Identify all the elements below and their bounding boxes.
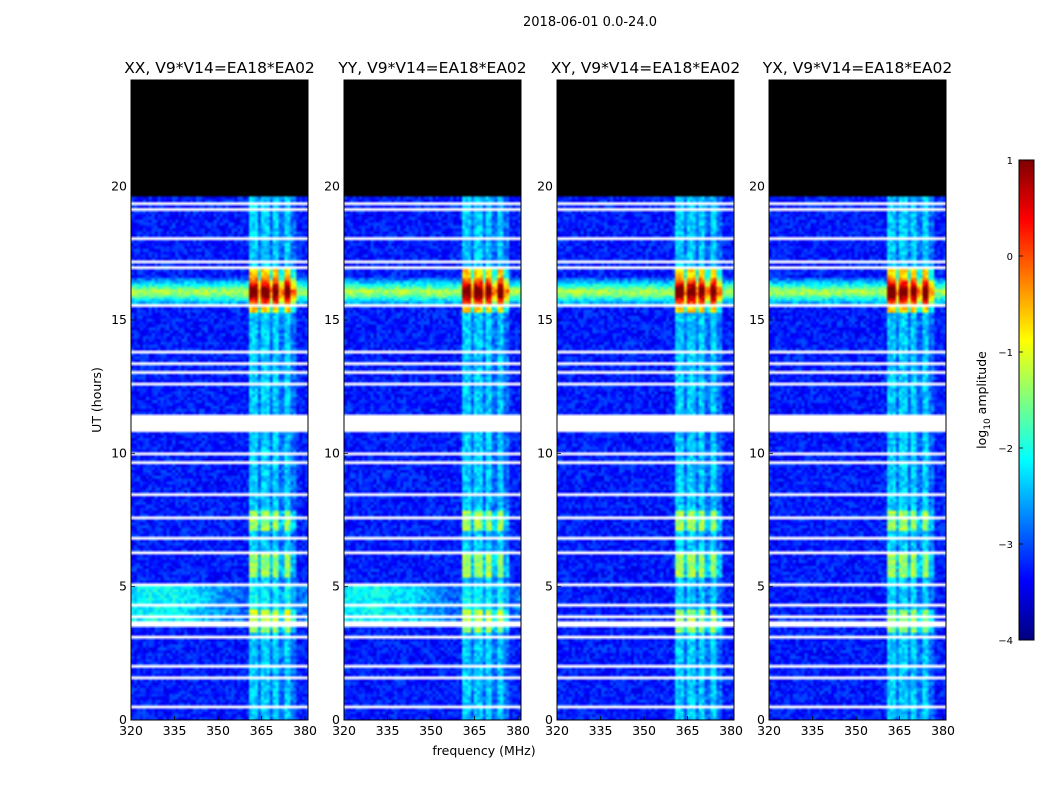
y-tick-label: 5 <box>119 579 127 594</box>
colorbar-label: log10 amplitude <box>974 351 993 449</box>
y-tick-label: 0 <box>757 712 765 727</box>
colorbar-tick-label: 0 <box>1007 252 1013 263</box>
figure-title: 2018-06-01 0.0-24.0 <box>523 15 657 30</box>
y-axis-label: UT (hours) <box>89 367 104 433</box>
x-tick-label: 335 <box>163 723 187 738</box>
x-tick-label: 320 <box>545 723 569 738</box>
x-tick-label: 335 <box>376 723 400 738</box>
x-tick-label: 335 <box>589 723 613 738</box>
y-tick-label: 0 <box>119 712 127 727</box>
y-tick-label: 5 <box>545 579 553 594</box>
spectrogram-image <box>344 80 521 720</box>
x-tick-label: 350 <box>632 723 656 738</box>
y-tick-label: 20 <box>111 179 127 194</box>
colorbar-tick-label: −4 <box>998 636 1013 647</box>
spectrogram-image <box>557 80 734 720</box>
y-tick-label: 15 <box>537 312 553 327</box>
panel-title: YY, V9*V14=EA18*EA02 <box>337 59 526 77</box>
panel-1: XX, V9*V14=EA18*EA02 320 335 350 365 380 0 5 10 1… <box>111 59 317 738</box>
y-tick-label: 0 <box>545 712 553 727</box>
x-tick-label: 380 <box>931 723 955 738</box>
y-tick-label: 10 <box>537 445 553 460</box>
y-tick-label: 10 <box>324 445 340 460</box>
panel-title: YX, V9*V14=EA18*EA02 <box>762 59 952 77</box>
y-tick-label: 5 <box>757 579 765 594</box>
y-tick-label: 10 <box>111 445 127 460</box>
y-tick-label: 15 <box>111 312 127 327</box>
colorbar-tick-label: −1 <box>998 348 1013 359</box>
panel-title: XX, V9*V14=EA18*EA02 <box>124 59 315 77</box>
y-tick-label: 10 <box>749 445 765 460</box>
panel-4: YX, V9*V14=EA18*EA02 320 335 350 365 380 0 5 10 1… <box>749 59 955 738</box>
x-axis-label: frequency (MHz) <box>432 743 535 758</box>
colorbar-tick-label: 1 <box>1007 156 1013 167</box>
spectrogram-image <box>769 80 946 720</box>
x-tick-label: 365 <box>676 723 700 738</box>
x-tick-label: 380 <box>506 723 530 738</box>
x-tick-label: 380 <box>293 723 317 738</box>
y-tick-label: 15 <box>749 312 765 327</box>
y-tick-label: 20 <box>749 179 765 194</box>
spectrogram-image <box>131 80 308 720</box>
panel-frame <box>768 79 947 721</box>
panel-2: YY, V9*V14=EA18*EA02 320 335 350 365 380 0 5 10 1… <box>324 59 530 738</box>
x-tick-label: 350 <box>206 723 230 738</box>
x-tick-label: 320 <box>332 723 356 738</box>
y-tick-label: 20 <box>324 179 340 194</box>
panel-frame <box>130 79 309 721</box>
colorbar: 1 0 −1 −2 −3 −4 log10 amplitude <box>974 156 1035 647</box>
x-tick-label: 365 <box>888 723 912 738</box>
spectrogram-panels: XX, V9*V14=EA18*EA02 320 335 350 365 380 0 5 10 1… <box>111 59 955 738</box>
y-tick-label: 5 <box>332 579 340 594</box>
panel-title: XY, V9*V14=EA18*EA02 <box>551 59 740 77</box>
colorbar-gradient <box>1018 159 1035 641</box>
x-tick-label: 335 <box>801 723 825 738</box>
colorbar-tick-label: −3 <box>998 540 1013 551</box>
x-tick-label: 320 <box>757 723 781 738</box>
x-tick-label: 350 <box>844 723 868 738</box>
x-tick-label: 350 <box>419 723 443 738</box>
y-tick-label: 20 <box>537 179 553 194</box>
x-tick-label: 365 <box>463 723 487 738</box>
y-tick-label: 15 <box>324 312 340 327</box>
y-tick-label: 0 <box>332 712 340 727</box>
colorbar-tick-label: −2 <box>998 444 1013 455</box>
x-tick-label: 365 <box>250 723 274 738</box>
panel-frame <box>556 79 735 721</box>
x-tick-label: 380 <box>719 723 743 738</box>
panel-3: XY, V9*V14=EA18*EA02 320 335 350 365 380 0 5 10 1… <box>537 59 743 738</box>
panel-frame <box>343 79 522 721</box>
x-tick-label: 320 <box>119 723 143 738</box>
